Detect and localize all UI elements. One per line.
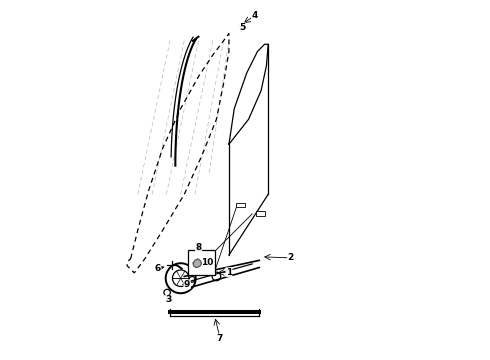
- Text: 10: 10: [200, 258, 213, 267]
- Text: 6: 6: [155, 264, 161, 273]
- Bar: [188, 249, 215, 275]
- Text: 9: 9: [184, 280, 190, 289]
- Text: 7: 7: [217, 334, 223, 343]
- Text: 1: 1: [226, 268, 232, 277]
- Text: 5: 5: [239, 23, 245, 32]
- Bar: [236, 203, 245, 207]
- Text: 8: 8: [196, 243, 202, 252]
- Text: 4: 4: [251, 11, 258, 20]
- Text: 3: 3: [165, 295, 172, 304]
- Text: 2: 2: [288, 253, 294, 262]
- Bar: [256, 211, 265, 216]
- Polygon shape: [193, 259, 201, 267]
